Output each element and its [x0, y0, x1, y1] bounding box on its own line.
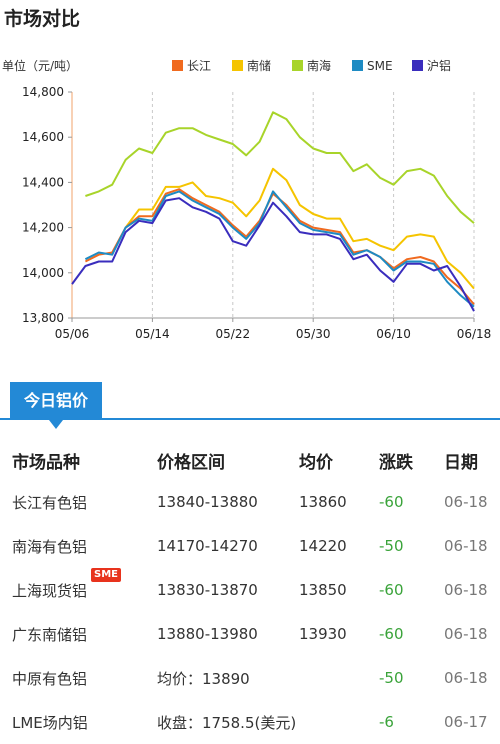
- chart-series: [71, 111, 475, 312]
- price-date: 06-18: [444, 625, 488, 643]
- series-line-4: [71, 197, 475, 312]
- x-tick-label: 06/18: [457, 327, 492, 341]
- price-range: 13830-13870: [157, 581, 258, 599]
- legend-label-1: 南储: [247, 58, 271, 73]
- price-range: 均价：13890: [157, 669, 250, 688]
- price-date: 06-18: [444, 493, 488, 511]
- price-range: 14170-14270: [157, 537, 258, 555]
- table-row: 南海有色铝 14170-14270 14220 -50 06-18: [0, 524, 500, 568]
- x-tick-label: 05/30: [296, 327, 331, 341]
- legend-label-3: SME: [367, 59, 393, 73]
- price-date: 06-18: [444, 537, 488, 555]
- price-change: -60: [379, 625, 404, 643]
- x-tick-label: 05/06: [55, 327, 90, 341]
- legend-label-4: 沪铝: [427, 58, 451, 73]
- legend-swatch-2: [292, 60, 303, 71]
- price-change: -6: [379, 713, 394, 731]
- series-line-3: [84, 190, 475, 308]
- legend-swatch-1: [232, 60, 243, 71]
- y-tick-label: 13,800: [22, 311, 64, 325]
- price-range: 收盘：1758.5(美元): [157, 713, 297, 732]
- market-name-text: 上海现货铝: [12, 581, 88, 600]
- table-row: 广东南储铝 13880-13980 13930 -60 06-18: [0, 612, 500, 656]
- chart-legend: 长江 南储 南海 SME 沪铝: [172, 58, 451, 73]
- price-range: 13840-13880: [157, 493, 258, 511]
- y-tick-label: 14,000: [22, 266, 64, 280]
- header-price-range: 价格区间: [157, 452, 225, 473]
- price-comparison-chart: 13,800 14,000 14,200 14,400 14,600 14,800 05/0…: [22, 58, 491, 341]
- average-price: 13860: [299, 493, 347, 511]
- series-line-2: [85, 111, 475, 224]
- table-row: LME场内铝 收盘：1758.5(美元) -6 06-17: [0, 700, 500, 744]
- average-price: 14220: [299, 537, 347, 555]
- y-tick-label: 14,800: [22, 85, 64, 99]
- y-tick-label: 14,200: [22, 221, 64, 235]
- legend-swatch-0: [172, 60, 183, 71]
- average-price: 13850: [299, 581, 347, 599]
- price-date: 06-17: [444, 713, 488, 731]
- header-change: 涨跌: [379, 452, 413, 473]
- header-date: 日期: [444, 452, 478, 473]
- price-date: 06-18: [444, 669, 488, 687]
- table-header-row: 市场品种 价格区间 均价 涨跌 日期: [0, 440, 500, 480]
- header-average: 均价: [299, 452, 333, 473]
- market-name[interactable]: 南海有色铝: [12, 537, 88, 556]
- series-line-0: [84, 188, 475, 306]
- table-row: 上海现货铝 SME 13830-13870 13850 -60 06-18: [0, 567, 500, 612]
- legend-swatch-3: [352, 60, 363, 71]
- price-change: -50: [379, 537, 404, 555]
- market-name[interactable]: LME场内铝: [12, 713, 88, 732]
- legend-swatch-4: [412, 60, 423, 71]
- price-change: -50: [379, 669, 404, 687]
- market-name[interactable]: 广东南储铝: [12, 625, 88, 644]
- header-market: 市场品种: [12, 452, 80, 473]
- x-tick-label: 06/10: [376, 327, 411, 341]
- y-axis-unit-label: 单位（元/吨）: [2, 59, 79, 73]
- legend-label-0: 长江: [187, 59, 211, 73]
- price-change: -60: [379, 581, 404, 599]
- y-tick-label: 14,400: [22, 175, 64, 189]
- sme-badge: SME: [91, 567, 122, 582]
- average-price: 13930: [299, 625, 347, 643]
- price-range: 13880-13980: [157, 625, 258, 643]
- market-name[interactable]: 中原有色铝: [12, 669, 88, 688]
- page-title: 市场对比: [4, 8, 81, 30]
- table-row: 长江有色铝 13840-13880 13860 -60 06-18: [0, 480, 500, 524]
- tab-underline: [0, 418, 500, 420]
- table-row: 中原有色铝 均价：13890 -50 06-18: [0, 656, 500, 700]
- legend-label-2: 南海: [307, 58, 331, 73]
- series-line-1: [124, 167, 475, 290]
- x-tick-label: 05/14: [135, 327, 170, 341]
- x-tick-label: 05/22: [216, 327, 251, 341]
- market-name[interactable]: 上海现货铝 SME: [0, 567, 156, 612]
- price-date: 06-18: [444, 581, 488, 599]
- price-table: 市场品种 价格区间 均价 涨跌 日期 长江有色铝 13840-13880 138…: [0, 440, 500, 744]
- price-change: -60: [379, 493, 404, 511]
- today-price-tab[interactable]: 今日铝价: [10, 382, 102, 429]
- chart-axes: 13,800 14,000 14,200 14,400 14,600 14,800 05/0…: [22, 85, 491, 341]
- market-name[interactable]: 长江有色铝: [12, 493, 88, 512]
- market-name-with-badge: 上海现货铝 SME: [12, 567, 122, 601]
- y-tick-label: 14,600: [22, 130, 64, 144]
